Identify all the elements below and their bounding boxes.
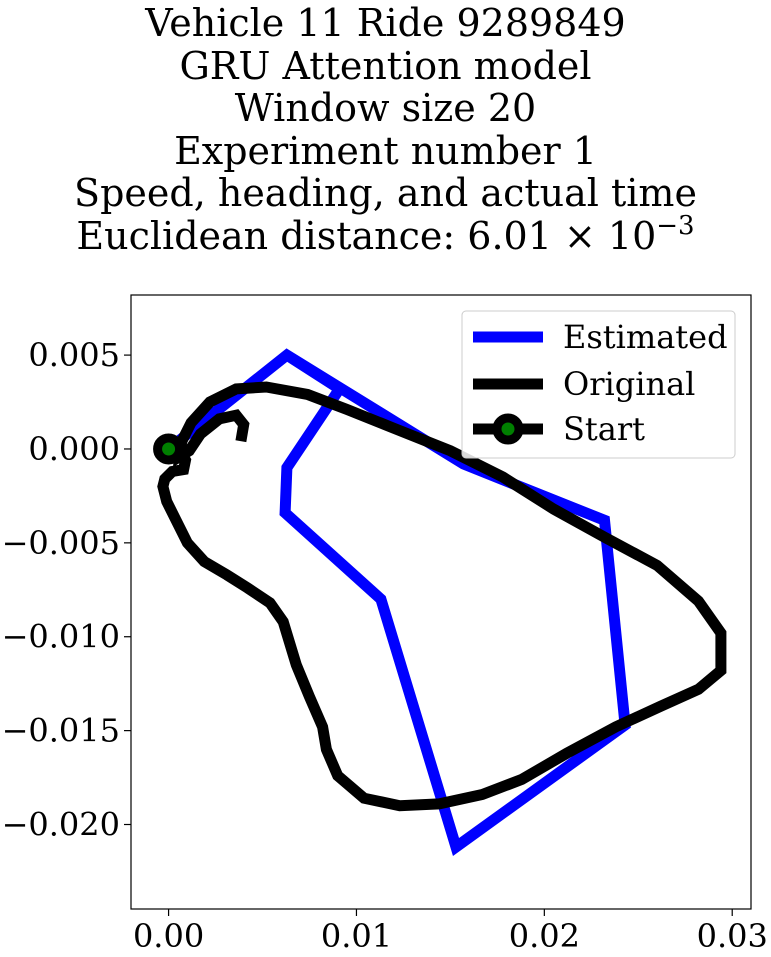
title-line-3: Window size 20: [234, 86, 537, 130]
legend-original-label: Original: [563, 365, 695, 403]
title-line-5: Speed, heading, and actual time: [74, 171, 697, 215]
title-line-2: GRU Attention model: [179, 43, 592, 88]
y-axis: 0.005 0.000 −0.005 −0.010 −0.015 −0.020: [2, 336, 131, 844]
legend: Estimated Original Start: [461, 310, 736, 459]
legend-box: [461, 310, 736, 459]
distance-prefix: Euclidean distance: 6.01: [76, 213, 552, 258]
title-line-4: Experiment number 1: [174, 128, 597, 173]
y-tick-label: −0.015: [2, 712, 120, 750]
start-marker-layer: [153, 433, 185, 465]
y-tick-label: 0.000: [28, 430, 120, 468]
legend-estimated-label: Estimated: [563, 318, 728, 356]
chart-title: Vehicle 11 Ride 9289849 GRU Attention mo…: [0, 2, 771, 257]
series-line-original: [157, 381, 727, 812]
y-tick-label: 0.005: [28, 336, 120, 374]
x-tick-label: 0.03: [697, 917, 768, 955]
plot-frame: [130, 294, 752, 910]
y-tick-label: −0.010: [2, 618, 120, 656]
start-marker: [153, 433, 185, 465]
legend-start-label: Start: [563, 410, 645, 448]
y-tick-label: −0.020: [2, 806, 120, 844]
title-line-6: Euclidean distance: 6.01 × 10−3: [0, 213, 771, 258]
distance-base: 10: [607, 213, 657, 258]
series-layer: [157, 348, 727, 856]
distance-times: ×: [563, 213, 596, 258]
legend-start-marker: [492, 413, 524, 445]
title-line-1: Vehicle 11 Ride 9289849: [145, 1, 626, 45]
x-tick-label: 0.02: [509, 917, 580, 955]
x-tick-label: 0.00: [133, 917, 204, 955]
distance-exponent: −3: [656, 210, 695, 241]
x-axis: 0.00 0.01 0.02 0.03: [133, 909, 768, 955]
y-tick-label: −0.005: [2, 524, 120, 562]
x-tick-label: 0.01: [321, 917, 392, 955]
